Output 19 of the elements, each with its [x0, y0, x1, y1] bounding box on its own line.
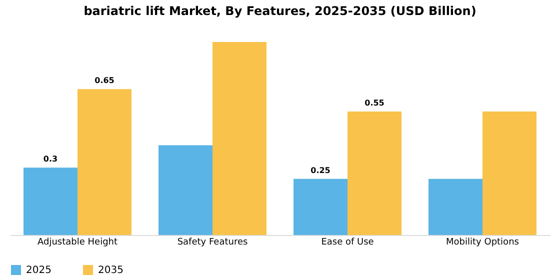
- data-label: 0.65: [94, 76, 115, 86]
- bar: [212, 42, 266, 235]
- chart-title: bariatric lift Market, By Features, 2025-2035 (USD Billion): [84, 4, 476, 18]
- legend-label: 2025: [26, 265, 52, 276]
- data-label: 0.25: [310, 166, 331, 175]
- bar: [482, 112, 536, 235]
- data-label: 0.3: [43, 154, 58, 164]
- x-tick-label: Safety Features: [177, 238, 248, 248]
- data-label: 0.55: [364, 98, 385, 108]
- x-tick-label: Adjustable Height: [37, 238, 118, 248]
- x-tick-label: Mobility Options: [446, 238, 520, 248]
- bar: [78, 89, 132, 235]
- bar: [158, 145, 212, 235]
- bar: [294, 178, 348, 235]
- bar: [428, 178, 482, 235]
- bar: [348, 112, 402, 235]
- legend-label: 2035: [98, 265, 124, 276]
- bar: [24, 168, 78, 235]
- x-tick-label: Ease of Use: [321, 238, 374, 248]
